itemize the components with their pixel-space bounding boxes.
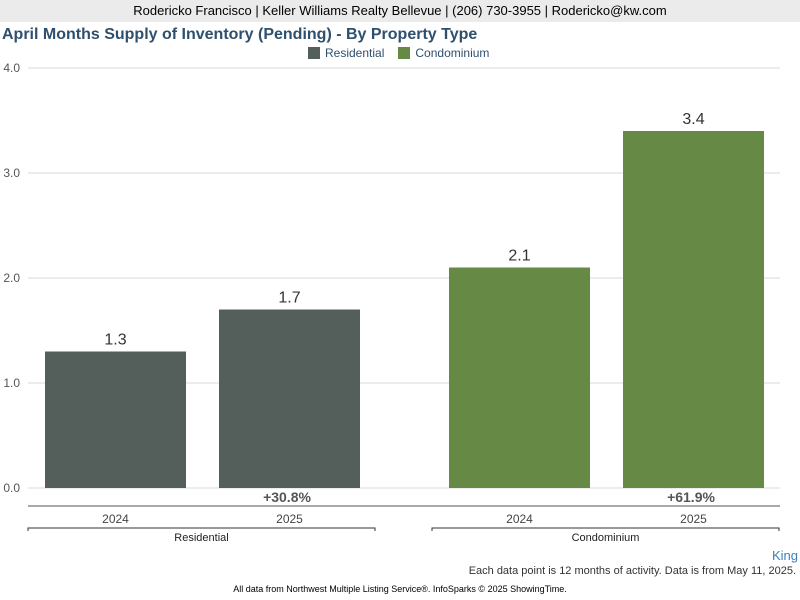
data-label: 3.4 <box>682 111 704 128</box>
chart-title: April Months Supply of Inventory (Pendin… <box>2 26 478 43</box>
bar-condominium-2025[interactable] <box>623 131 764 488</box>
x-tick-label: 2025 <box>680 512 707 526</box>
percent-change-label: +61.9% <box>667 489 715 505</box>
x-tick-label: 2024 <box>506 512 533 526</box>
y-tick-label: 2.0 <box>3 271 20 285</box>
y-tick-label: 0.0 <box>3 481 20 495</box>
group-bracket <box>431 527 780 531</box>
x-tick-label: 2025 <box>276 512 303 526</box>
data-label: 2.1 <box>508 248 530 265</box>
x-tick-label: 2024 <box>102 512 129 526</box>
data-footnote: Each data point is 12 months of activity… <box>468 565 796 577</box>
legend-label-residential: Residential <box>325 46 385 60</box>
region-label[interactable]: King <box>771 548 798 563</box>
bar-residential-2025[interactable] <box>219 309 360 489</box>
agent-contact-header: Rodericko Francisco | Keller Williams Re… <box>0 0 800 22</box>
group-bracket <box>27 527 376 531</box>
y-tick-label: 3.0 <box>3 166 20 180</box>
legend-swatch-residential <box>308 47 320 59</box>
chart-legend: Residential Condominium <box>308 46 489 60</box>
legend-item-residential[interactable]: Residential <box>308 46 384 60</box>
bar-condominium-2024[interactable] <box>449 267 590 489</box>
y-tick-label: 1.0 <box>3 376 20 390</box>
group-label: Condominium <box>572 532 640 544</box>
legend-label-condominium: Condominium <box>415 46 490 60</box>
y-tick-label: 4.0 <box>3 61 20 75</box>
bar-chart: 0.0 1.0 2.0 3.0 4.0 1.3 2024 1.7 2025 +30.8% Resid… <box>3 61 780 544</box>
data-label: 1.7 <box>278 290 300 307</box>
bar-residential-2024[interactable] <box>45 351 186 489</box>
data-label: 1.3 <box>104 332 126 349</box>
data-source-credit: All data from Northwest Multiple Listing… <box>233 584 567 594</box>
legend-item-condominium[interactable]: Condominium <box>398 46 489 60</box>
group-label: Residential <box>174 532 228 544</box>
legend-swatch-condominium <box>398 47 411 59</box>
percent-change-label: +30.8% <box>263 489 311 505</box>
